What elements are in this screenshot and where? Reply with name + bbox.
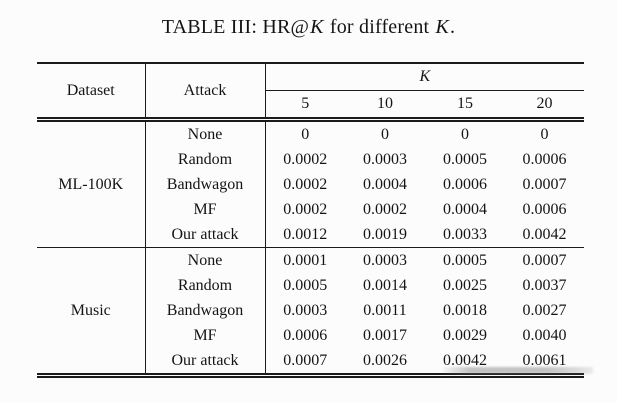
hr-value: 0.0027 — [522, 302, 567, 319]
hr-value: 0.0006 — [443, 176, 487, 193]
hr-value: 0.0007 — [522, 252, 567, 269]
hr-value: 0.0003 — [363, 151, 407, 168]
hr-value: 0.0040 — [522, 327, 567, 344]
hr-value: 0.0006 — [522, 201, 567, 218]
hr-value: 0.0002 — [363, 201, 407, 218]
table-row: Random 0.0002 0.0003 0.0005 0.0006 — [37, 147, 584, 172]
hr-value: 0.0026 — [363, 352, 407, 369]
hr-value: 0.0007 — [283, 352, 328, 369]
attack-label: None — [145, 119, 266, 147]
table-row: Random 0.0005 0.0014 0.0025 0.0037 — [37, 273, 584, 298]
attack-label: Bandwagon — [145, 298, 266, 323]
hr-value: 0.0042 — [505, 222, 585, 248]
hr-value: 0.0019 — [345, 222, 425, 248]
attack-label: MF — [145, 197, 266, 222]
hr-value: 0.0004 — [363, 176, 407, 193]
hr-value: 0.0003 — [363, 252, 407, 269]
caption-suffix: . — [450, 16, 456, 38]
dataset-label-music: Music — [37, 247, 146, 376]
dataset-label-ml100k: ML-100K — [37, 119, 146, 248]
table-row: Our attack 0.0012 0.0019 0.0033 0.0042 — [37, 222, 585, 248]
attack-label: Random — [145, 147, 266, 172]
table-row: MF 0.0002 0.0002 0.0004 0.0006 — [37, 197, 584, 222]
header-k-10: 10 — [345, 90, 425, 122]
hr-value: 0.0004 — [443, 201, 487, 218]
hr-value: 0.0017 — [363, 327, 407, 344]
hr-value: 0.0005 — [283, 277, 328, 294]
hr-value: 0.0014 — [363, 277, 407, 294]
hr-value: 0.0061 — [522, 352, 567, 369]
header-k-5: 5 — [265, 90, 345, 122]
hr-value: 0.0033 — [425, 222, 505, 248]
attack-label: Our attack — [145, 222, 266, 248]
hr-value: 0.0002 — [283, 151, 328, 168]
table-row: MF 0.0006 0.0017 0.0029 0.0040 — [37, 323, 584, 348]
hr-value: 0 — [301, 126, 310, 143]
header-k-20: 20 — [505, 90, 585, 122]
hr-value: 0 — [540, 126, 549, 143]
header-k-15: 15 — [425, 90, 505, 122]
hr-value: 0.0002 — [283, 201, 328, 218]
scan-smudge-artifact — [443, 367, 593, 374]
hr-value: 0 — [381, 126, 389, 143]
table-row: ML-100K None 0 0 0 0 — [37, 119, 584, 248]
hr-value: 0.0005 — [443, 252, 487, 269]
hr-value: 0.0011 — [363, 302, 407, 319]
attack-label: Bandwagon — [145, 172, 266, 197]
hrk-results-table: Dataset Attack K 5 10 15 20 ML-100K None… — [37, 62, 585, 378]
hr-value: 0.0005 — [443, 151, 487, 168]
attack-label: MF — [145, 323, 266, 348]
hr-value: 0.0001 — [283, 252, 328, 269]
hr-value: 0.0042 — [443, 352, 487, 369]
hr-value: 0.0037 — [522, 277, 567, 294]
hr-value: 0.0025 — [443, 277, 487, 294]
hr-value: 0.0002 — [283, 176, 328, 193]
table-row: Bandwagon 0.0002 0.0004 0.0006 0.0007 — [37, 172, 584, 197]
hr-value: 0.0018 — [443, 302, 487, 319]
hr-value: 0 — [461, 126, 469, 143]
hr-value: 0.0007 — [522, 176, 567, 193]
table-caption: TABLE III: HR@K for different K. — [0, 16, 617, 39]
attack-label: None — [145, 247, 266, 273]
header-dataset: Dataset — [37, 63, 146, 122]
hr-value: 0.0012 — [265, 222, 345, 248]
header-k-group: K — [265, 63, 585, 91]
caption-k-math-1: K — [310, 16, 324, 38]
header-attack: Attack — [145, 63, 266, 122]
hr-value: 0.0006 — [522, 151, 567, 168]
caption-prefix: TABLE III: HR@ — [161, 16, 310, 38]
table-row: Our attack 0.0007 0.0026 0.0042 0.0061 — [37, 348, 584, 376]
table-row: Bandwagon 0.0003 0.0011 0.0018 0.0027 — [37, 298, 584, 323]
hr-value: 0.0006 — [283, 327, 328, 344]
caption-middle: for different — [324, 16, 435, 38]
table-row: Music None 0.0001 0.0003 0.0005 0.0007 — [37, 247, 584, 376]
hr-value: 0.0029 — [443, 327, 487, 344]
caption-k-math-2: K — [435, 16, 450, 38]
attack-label: Our attack — [145, 348, 266, 376]
hr-value: 0.0003 — [283, 302, 328, 319]
attack-label: Random — [145, 273, 266, 298]
